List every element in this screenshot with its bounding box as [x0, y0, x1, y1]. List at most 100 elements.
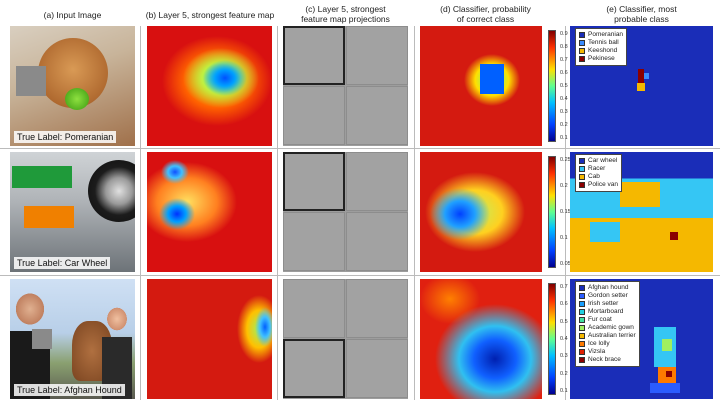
legend-label: Neck brace — [588, 356, 621, 363]
column-separator — [414, 26, 415, 400]
header-projections: (c) Layer 5, strongest feature map proje… — [283, 4, 408, 24]
header-projections-line1: (c) Layer 5, strongest — [305, 4, 386, 14]
colorbar-tick-label: 0.9 — [560, 31, 568, 37]
colorbar-tick-label: 0.2 — [560, 370, 568, 377]
legend-label: Fur coat — [588, 316, 612, 323]
projection-grid — [283, 26, 408, 146]
colorbar-tick-label: 0.6 — [560, 301, 568, 308]
colorbar-tick-label: 0.05 — [560, 261, 571, 267]
legend-entry: Gordon setter — [579, 292, 636, 300]
projection-cell — [346, 86, 408, 145]
column-separator — [277, 26, 278, 400]
colorbar-tick-label: 0.4 — [560, 336, 568, 342]
feature-map-heatmap — [147, 26, 272, 146]
legend-label: Police van — [588, 181, 618, 188]
header-probability: (d) Classifier, probability of correct c… — [418, 4, 553, 24]
projection-cell-selected — [283, 339, 345, 398]
colorbar-tick-label: 0.8 — [560, 44, 568, 50]
true-label: True Label: Pomeranian — [14, 131, 117, 143]
legend-swatch — [579, 40, 585, 46]
person-right — [102, 303, 132, 399]
legend-label: Pomeranian — [588, 31, 624, 38]
colorbar — [548, 156, 556, 268]
legend-entry: Keeshond — [579, 47, 623, 55]
legend-entry: Police van — [579, 181, 618, 189]
row-separator — [0, 275, 720, 276]
legend-label: Australian terrier — [588, 332, 636, 339]
class-region-pekinese — [638, 69, 644, 83]
legend-swatch — [579, 341, 585, 347]
legend-swatch — [579, 357, 585, 363]
feature-map-heatmap — [147, 279, 272, 399]
legend-entry: Pekinese — [579, 55, 623, 63]
legend-label: Racer — [588, 165, 606, 172]
legend-swatch — [579, 32, 585, 38]
legend-swatch — [579, 174, 585, 180]
header-most-probable-line2: probable class — [614, 14, 669, 24]
input-image-pomeranian: True Label: Pomeranian — [10, 26, 135, 146]
legend-swatch — [579, 56, 585, 62]
colorbar-tick-label: 0.2 — [560, 122, 568, 128]
colorbar-tick-label: 0.15 — [560, 209, 571, 215]
legend-label: Cab — [588, 173, 600, 180]
legend-entry: Mortarboard — [579, 308, 636, 316]
legend-entry: Cab — [579, 173, 618, 181]
colorbar-tick-label: 0.1 — [560, 135, 568, 141]
legend-swatch — [579, 48, 585, 54]
class-legend: Pomeranian Tennis ball Keeshond Pekinese — [575, 28, 628, 66]
class-region-racer — [590, 222, 620, 242]
probability-map — [420, 152, 542, 272]
projection-cell — [346, 212, 408, 271]
projection-cell — [283, 279, 345, 338]
feature-map-heatmap — [147, 152, 272, 272]
class-region-keeshond — [637, 83, 645, 91]
wheel-shape — [88, 160, 135, 222]
colorbar — [548, 30, 556, 142]
legend-swatch — [579, 349, 585, 355]
colorbar-tick-label: 0.2 — [560, 183, 568, 189]
legend-swatch — [579, 333, 585, 339]
colorbar-tick-label: 0.1 — [560, 388, 568, 394]
legend-label: Irish setter — [588, 300, 619, 307]
legend-swatch — [579, 293, 585, 299]
legend-swatch — [579, 182, 585, 188]
colorbar-tick-label: 0.7 — [560, 284, 568, 290]
column-separator — [140, 26, 141, 400]
colorbar-tick-label: 0.4 — [560, 96, 568, 102]
colorbar-tick-label: 0.3 — [560, 353, 568, 360]
projection-cell — [346, 152, 408, 211]
projection-grid — [283, 152, 408, 272]
projection-cell-selected — [283, 26, 345, 85]
colorbar — [548, 283, 556, 395]
legend-swatch — [579, 285, 585, 291]
legend-entry: Racer — [579, 165, 618, 173]
legend-label: Vizsla — [588, 348, 606, 355]
car-decal — [24, 206, 74, 228]
class-legend: Car wheel Racer Cab Police van — [575, 154, 622, 192]
input-image-car-wheel: True Label: Car Wheel — [10, 152, 135, 272]
column-separator — [565, 26, 566, 400]
legend-label: Keeshond — [588, 47, 618, 54]
class-region-academic-gown — [662, 339, 672, 351]
class-region-tennis-ball — [644, 73, 649, 79]
class-region-neck-brace — [666, 371, 672, 377]
legend-entry: Neck brace — [579, 356, 636, 364]
colorbar-tick-label: 0.3 — [560, 109, 568, 115]
projection-grid — [283, 279, 408, 399]
colorbar-tick-label: 0.5 — [560, 83, 568, 89]
legend-label: Car wheel — [588, 157, 618, 164]
legend-label: Academic gown — [588, 324, 634, 331]
colorbar-tick-label: 0.7 — [560, 57, 568, 63]
header-projections-line2: feature map projections — [301, 14, 390, 24]
colorbar-tick-label: 0.1 — [560, 235, 568, 241]
header-most-probable-line1: (e) Classifier, most — [606, 4, 677, 14]
projection-cell — [346, 26, 408, 85]
header-input-image: (a) Input Image — [43, 10, 102, 20]
legend-swatch — [579, 317, 585, 323]
colorbar-tick-label: 0.5 — [560, 318, 568, 325]
class-region-gordon-setter — [650, 383, 680, 393]
true-label: True Label: Car Wheel — [14, 257, 111, 269]
header-probability-line2: of correct class — [456, 14, 515, 24]
projection-cell-selected — [283, 152, 345, 211]
occluder-square — [32, 329, 52, 349]
